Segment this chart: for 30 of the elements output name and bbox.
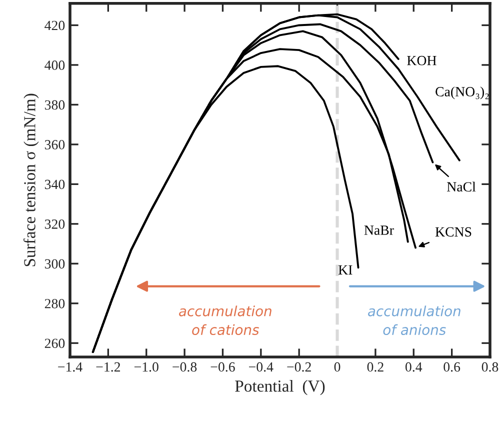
y-tick-label: 260 [44, 338, 65, 348]
series-label: NaBr [364, 226, 394, 235]
x-tick-label: 0 [334, 362, 340, 372]
series-label: KOH [407, 56, 436, 66]
x-tick-label: −0.2 [287, 362, 311, 372]
annotation: accumulation of cations [179, 306, 272, 336]
y-tick-label: 280 [44, 298, 65, 308]
series-label: KI [338, 265, 352, 274]
x-tick-label: −1.0 [134, 362, 158, 372]
series-label: NaCl [447, 182, 476, 192]
x-tick-label: −0.8 [172, 362, 197, 372]
x-tick-label: −1.2 [96, 362, 120, 372]
x-tick-label: 0.8 [482, 362, 498, 372]
y-tick-label: 300 [44, 259, 65, 269]
series-label: KCNS [435, 227, 472, 237]
annotation: accumulation of anions [368, 306, 460, 336]
y-axis-title: Surface tension σ (mN/m) [23, 94, 39, 266]
y-tick-label: 380 [44, 100, 65, 110]
x-tick-label: −1.4 [58, 362, 82, 372]
x-tick-label: −0.6 [210, 362, 235, 372]
y-tick-label: 420 [44, 20, 65, 30]
x-tick-label: 0.6 [444, 362, 460, 372]
x-axis-title: Potential (V) [235, 380, 325, 396]
y-tick-label: 340 [44, 180, 65, 190]
y-tick-label: 400 [44, 60, 65, 70]
y-tick-label: 360 [44, 140, 65, 150]
x-tick-label: 0.4 [405, 362, 422, 372]
x-tick-label: −0.4 [249, 362, 274, 372]
x-tick-label: 0.2 [367, 362, 384, 372]
y-tick-label: 320 [44, 219, 65, 229]
